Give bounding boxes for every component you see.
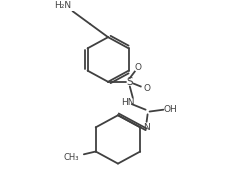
Text: CH₃: CH₃ [63,153,79,162]
Text: N: N [143,123,150,132]
Text: S: S [126,77,133,87]
Text: O: O [134,63,141,72]
Text: O: O [143,84,150,93]
Text: HN: HN [121,98,135,107]
Text: OH: OH [164,105,177,114]
Text: H₂N: H₂N [55,1,71,10]
